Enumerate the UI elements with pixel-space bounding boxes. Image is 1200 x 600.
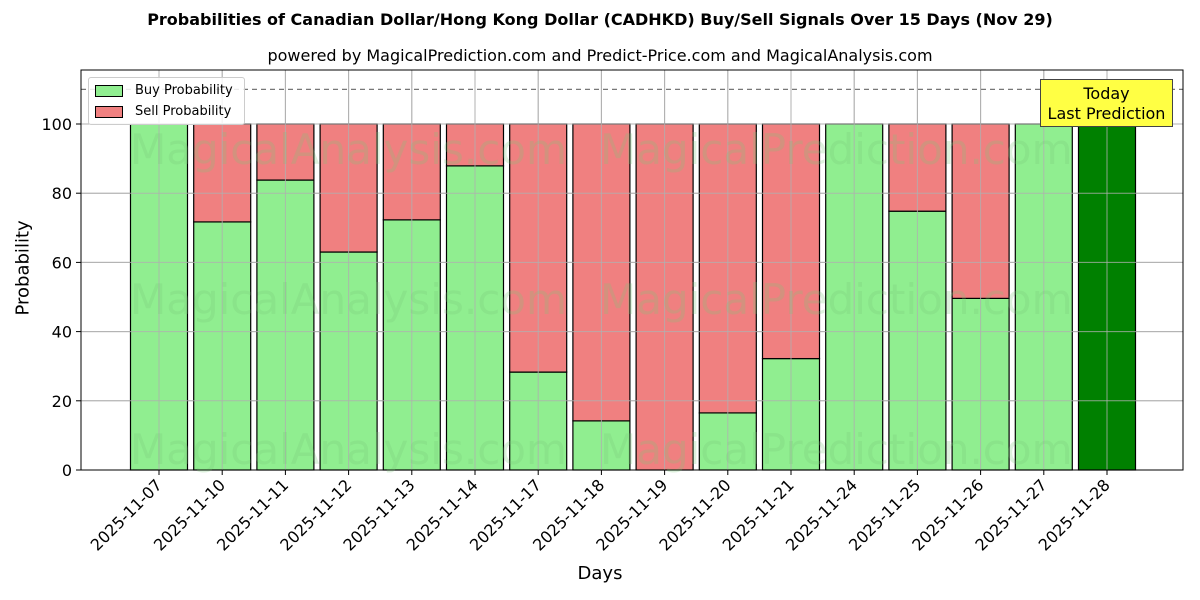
chart-title: Probabilities of Canadian Dollar/Hong Ko… [147, 10, 1053, 29]
y-tick-label: 0 [62, 461, 72, 480]
y-axis-label: Probability [12, 220, 34, 316]
chart-subtitle: powered by MagicalPrediction.com and Pre… [267, 46, 933, 65]
y-tick-label: 100 [41, 115, 72, 134]
y-tick-label: 80 [52, 184, 72, 203]
legend-swatch-buy [95, 84, 123, 97]
legend-item-buy: Buy Probability [95, 83, 233, 98]
plot-frame [80, 69, 1184, 471]
y-tick-label: 40 [52, 323, 72, 342]
y-tick-label: 60 [52, 253, 72, 272]
y-tick-label: 20 [52, 392, 72, 411]
legend-item-sell: Sell Probability [95, 104, 231, 119]
legend-label-sell: Sell Probability [135, 104, 232, 119]
today-annotation: Today Last Prediction [1040, 79, 1173, 127]
legend: Buy Probability Sell Probability [88, 77, 245, 125]
legend-label-buy: Buy Probability [135, 83, 233, 98]
legend-swatch-sell [95, 105, 123, 118]
last-prediction-label: Last Prediction [1047, 104, 1166, 123]
today-label: Today [1083, 84, 1130, 103]
x-axis-label: Days [577, 563, 623, 584]
